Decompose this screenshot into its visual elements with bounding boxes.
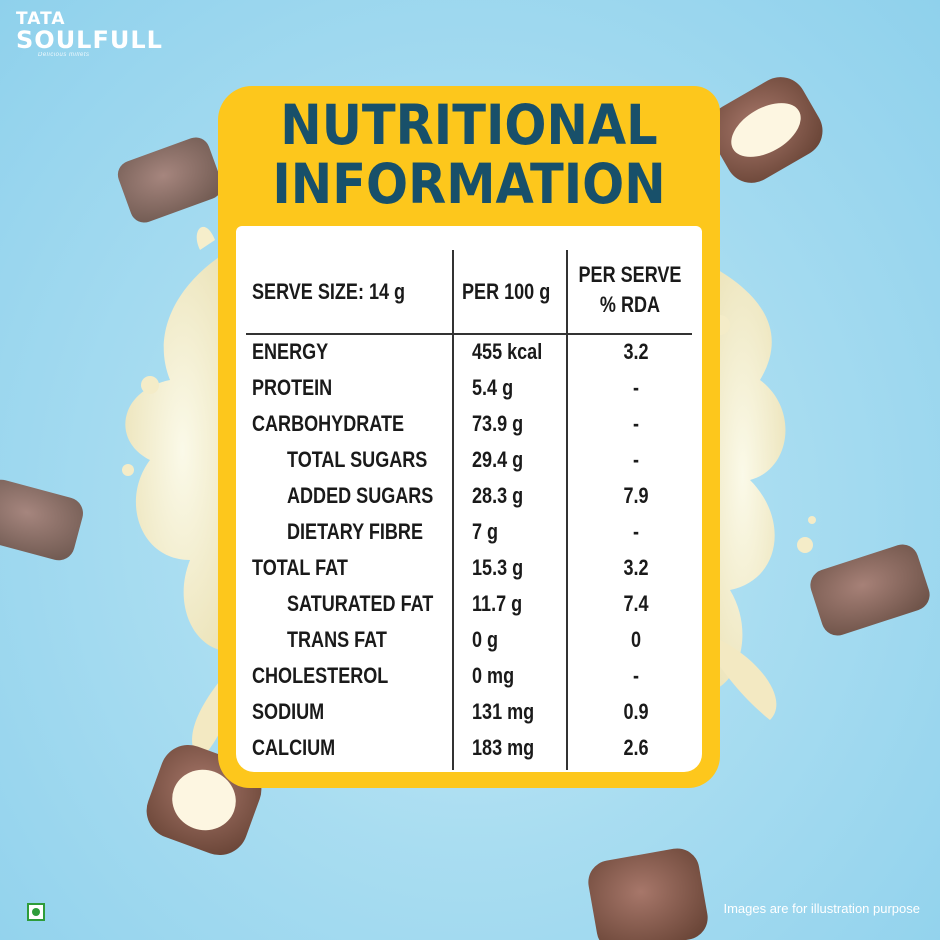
- row-rda-value: 7.9: [623, 483, 649, 508]
- row-nutrient-name: CHOLESTEROL: [252, 663, 389, 688]
- row-rda-value: -: [632, 375, 639, 400]
- row-nutrient-name: PROTEIN: [252, 375, 333, 400]
- brand-line2: SOULFULL: [16, 26, 163, 54]
- illustration-disclaimer: Images are for illustration purpose: [723, 901, 920, 916]
- row-per-100g-value: 0 mg: [472, 663, 515, 688]
- cereal-pillow-top-left: [117, 137, 223, 223]
- cereal-pillow-top-right: [709, 77, 823, 183]
- row-rda-value: 2.6: [623, 735, 649, 760]
- page-title: NUTRITIONAL INFORMATION: [272, 93, 666, 216]
- milk-splash-left: [125, 250, 240, 652]
- row-per-100g-value: 5.4 g: [472, 375, 514, 400]
- header-per-100g: PER 100 g: [462, 279, 551, 304]
- title-banner: [218, 86, 720, 236]
- cereal-pillow-right: [810, 544, 930, 636]
- row-per-100g-value: 73.9 g: [472, 411, 524, 436]
- row-nutrient-name: TRANS FAT: [287, 627, 387, 652]
- cereal-pillow-left: [0, 479, 83, 561]
- row-nutrient-name: CALCIUM: [252, 735, 336, 760]
- row-nutrient-name: ENERGY: [252, 339, 329, 364]
- row-nutrient-name: DIETARY FIBRE: [287, 519, 423, 544]
- nutrition-table: [236, 226, 702, 772]
- vegetarian-icon: [27, 903, 45, 921]
- table-header-divider: [246, 333, 692, 335]
- row-nutrient-name: SATURATED FAT: [287, 591, 434, 616]
- row-rda-value: -: [632, 519, 639, 544]
- row-nutrient-name: ADDED SUGARS: [287, 483, 434, 508]
- row-per-100g-value: 15.3 g: [472, 555, 524, 580]
- row-per-100g-value: 28.3 g: [472, 483, 524, 508]
- row-nutrient-name: SODIUM: [252, 699, 325, 724]
- header-per-serve: PER SERVE: [578, 262, 682, 287]
- row-nutrient-name: CARBOHYDRATE: [252, 411, 405, 436]
- row-rda-value: 3.2: [623, 339, 649, 364]
- brand-tagline: Delicious millets: [38, 52, 90, 58]
- header-serve-size: SERVE SIZE: 14 g: [252, 279, 406, 304]
- row-nutrient-name: TOTAL SUGARS: [287, 447, 428, 472]
- row-per-100g-value: 29.4 g: [472, 447, 524, 472]
- row-nutrient-name: TOTAL FAT: [252, 555, 348, 580]
- row-per-100g-value: 455 kcal: [472, 339, 543, 364]
- brand-logo: TATA SOULFULL Delicious millets: [16, 10, 163, 58]
- row-per-100g-value: 0 g: [472, 627, 499, 652]
- milk-splash-right: [700, 260, 786, 692]
- table-divider-col2: [566, 250, 568, 770]
- row-per-100g-value: 131 mg: [472, 699, 535, 724]
- table-divider-col1: [452, 250, 454, 770]
- row-per-100g-value: 7 g: [472, 519, 499, 544]
- header-rda: % RDA: [599, 292, 661, 317]
- row-rda-value: 0: [630, 627, 642, 652]
- row-rda-value: 7.4: [623, 591, 649, 616]
- row-rda-value: 0.9: [623, 699, 649, 724]
- cereal-pillow-bottom: [588, 848, 708, 940]
- row-rda-value: -: [632, 663, 639, 688]
- brand-line1: TATA: [16, 9, 66, 29]
- row-rda-value: -: [632, 447, 639, 472]
- row-rda-value: 3.2: [623, 555, 649, 580]
- row-rda-value: -: [632, 411, 639, 436]
- row-per-100g-value: 183 mg: [472, 735, 535, 760]
- row-per-100g-value: 11.7 g: [472, 591, 523, 616]
